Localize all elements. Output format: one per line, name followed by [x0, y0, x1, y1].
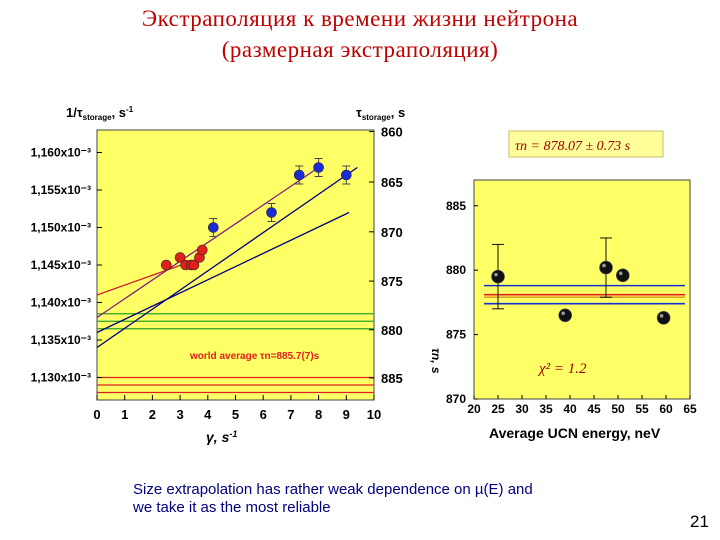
right-data-points — [491, 237, 671, 325]
x-tick-label: 55 — [635, 402, 649, 416]
x-tick-label: 4 — [204, 407, 212, 422]
data-point — [174, 252, 186, 263]
data-point — [313, 162, 324, 173]
left-y2-axis-label: τstorage, s — [356, 105, 405, 122]
y2-tick-label: 865 — [381, 175, 403, 190]
y-tick-label: 885 — [446, 199, 466, 213]
x-tick-label: 20 — [467, 402, 481, 416]
data-point — [656, 311, 671, 325]
data-point — [558, 308, 573, 323]
point-highlight — [561, 311, 565, 316]
point-highlight — [602, 263, 606, 268]
x-tick-label: 3 — [176, 407, 183, 422]
right-x-axis-label: Average UCN energy, neV — [489, 425, 661, 441]
right-y-ticks: 870 875 880 885 — [446, 199, 478, 406]
data-point — [599, 260, 613, 275]
y-tick-label: 880 — [446, 263, 466, 277]
y-tick-label: 875 — [446, 328, 466, 342]
x-tick-label: 40 — [563, 402, 577, 416]
x-tick-label: 60 — [659, 402, 673, 416]
data-point — [340, 169, 352, 181]
left-world-average-bands — [97, 313, 374, 394]
fit-line — [96, 166, 358, 349]
x-tick-label: 1 — [121, 407, 128, 422]
left-plot-area — [96, 129, 375, 401]
right-x-ticks: 20 25 30 35 40 45 50 55 60 65 — [467, 395, 697, 416]
x-tick-label: 50 — [611, 402, 625, 416]
data-point — [196, 244, 208, 256]
data-point — [208, 222, 219, 233]
y2-tick-label: 880 — [381, 323, 403, 338]
y-tick-label: 1,130x10⁻³ — [31, 371, 91, 385]
caption: Size extrapolation has rather weak depen… — [133, 481, 633, 517]
x-tick-label: 8 — [315, 407, 322, 422]
x-tick-label: 9 — [343, 407, 350, 422]
fit-line — [96, 211, 350, 334]
x-tick-label: 65 — [683, 402, 697, 416]
left-y-axis-label: 1/τstorage, s-1 — [66, 105, 134, 122]
x-tick-label: 25 — [491, 402, 505, 416]
x-tick-label: 6 — [260, 407, 267, 422]
data-point — [491, 269, 505, 284]
fit-result-box — [508, 130, 664, 158]
world-average-annotation: world average τn=885.7(7)s — [189, 351, 320, 362]
data-point — [188, 259, 200, 271]
x-tick-label: 0 — [93, 407, 100, 422]
left-x-axis-label: γ, s-1 — [206, 429, 237, 445]
right-y-axis-label: τn, s — [429, 348, 443, 374]
x-tick-label: 35 — [539, 402, 553, 416]
data-point — [266, 207, 277, 218]
chi-square-label: χ² = 1.2 — [537, 361, 587, 377]
left-y-ticks: 1,130x10⁻³ 1,135x10⁻³ 1,140x10⁻³ 1,145x10⁻³… — [31, 146, 102, 385]
right-plot-area — [473, 179, 691, 400]
x-tick-label: 45 — [587, 402, 601, 416]
y-tick-label: 1,160x10⁻³ — [31, 146, 91, 160]
point-highlight — [619, 271, 623, 276]
point-highlight — [494, 272, 498, 277]
page-number: 21 — [690, 512, 709, 531]
caption-line-2: we take it as the most reliable — [133, 499, 331, 516]
y-tick-label: 1,150x10⁻³ — [31, 221, 91, 235]
y-tick-label: 1,135x10⁻³ — [31, 333, 91, 347]
y-tick-label: 870 — [446, 392, 466, 406]
data-point — [615, 268, 630, 283]
caption-line-1: Size extrapolation has rather weak depen… — [133, 481, 533, 498]
data-point — [293, 169, 305, 181]
right-fit-lines — [484, 284, 685, 305]
fit-result-label: τn = 878.07 ± 0.73 s — [515, 139, 631, 154]
x-tick-label: 10 — [367, 407, 381, 422]
slide-title-line-2: (размерная экстраполяция) — [221, 37, 499, 62]
x-tick-label: 2 — [149, 407, 156, 422]
left-y2-ticks: 860 865 870 875 880 885 — [369, 125, 403, 386]
x-tick-label: 30 — [515, 402, 529, 416]
y-tick-label: 1,145x10⁻³ — [31, 258, 91, 272]
y2-tick-label: 860 — [381, 125, 403, 140]
left-fit-lines — [96, 166, 358, 349]
slide-title-line-1: Экстраполяция к времени жизни нейтрона — [141, 6, 579, 31]
left-chart: 0 1 2 3 4 5 6 7 8 9 10 1,130x10⁻³ 1,135x10⁻³ 1,140x1… — [31, 105, 406, 445]
left-x-ticks: 0 1 2 3 4 5 6 7 8 9 10 — [93, 395, 381, 422]
data-point — [160, 259, 172, 271]
right-chart: 20 25 30 35 40 45 50 55 60 65 870 875 880 885 Averag… — [429, 130, 697, 441]
x-tick-label: 7 — [287, 407, 294, 422]
y2-tick-label: 870 — [381, 225, 403, 240]
left-data-points — [160, 158, 352, 271]
y-tick-label: 1,140x10⁻³ — [31, 296, 91, 310]
fit-line — [96, 166, 319, 319]
y-tick-label: 1,155x10⁻³ — [31, 183, 91, 197]
x-tick-label: 5 — [232, 407, 239, 422]
y2-tick-label: 875 — [381, 274, 403, 289]
y2-tick-label: 885 — [381, 371, 403, 386]
point-highlight — [659, 314, 664, 318]
